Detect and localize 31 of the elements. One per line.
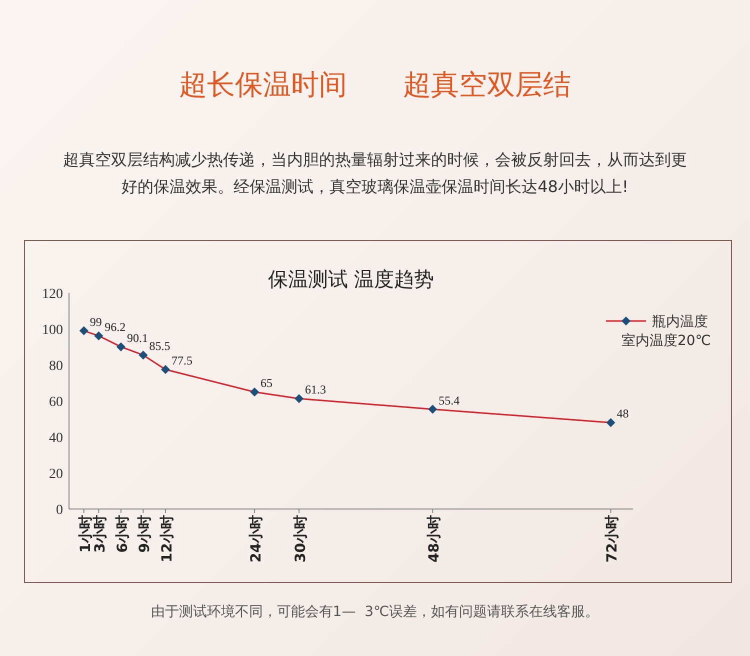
y-tick-label: 120 — [42, 287, 63, 302]
y-tick-label: 80 — [49, 359, 63, 374]
x-tick-label: 72小时 — [604, 515, 621, 562]
x-tick-label: 24小时 — [248, 515, 265, 562]
text: 由于测试环境不同，可能会有1— 3℃误差，如有问题请联系在线客服。 — [150, 603, 600, 621]
legend-label: 瓶内温度 — [652, 314, 708, 330]
data-label: 96.2 — [104, 320, 126, 334]
y-tick-label: 60 — [49, 395, 63, 410]
y-tick-label: 40 — [49, 431, 63, 446]
data-label: 77.5 — [171, 354, 192, 368]
y-tick-label: 0 — [56, 503, 63, 518]
data-label: 99 — [90, 314, 102, 329]
y-tick-label: 100 — [42, 323, 63, 338]
x-tick-label: 6小时 — [114, 515, 131, 553]
x-tick-label: 48小时 — [426, 515, 443, 562]
x-tick-label: 30小时 — [293, 515, 310, 562]
x-tick-label: 9小时 — [137, 515, 154, 553]
x-tick-label: 3小时 — [92, 515, 109, 553]
y-tick-label: 20 — [49, 467, 63, 482]
data-label: 61.3 — [305, 382, 326, 397]
data-label: 85.5 — [149, 339, 170, 354]
x-tick-label: 12小时 — [159, 515, 176, 562]
text: 超长保温时间 超真空双层结 — [178, 67, 572, 103]
text: 超真空双层结构减少热传递，当内胆的热量辐射过来的时候，会被反射回去，从而达到更好的保温效果。经保温测试，真空玻璃保温壶保温时间长达48小时以上! — [62, 149, 688, 198]
x-tick-label: 1小时 — [78, 515, 94, 553]
data-label: 65 — [260, 376, 273, 390]
data-label: 48 — [616, 406, 629, 421]
chart-title: 保温测试 温度趋势 — [268, 267, 434, 291]
data-label: 90.1 — [126, 330, 148, 345]
data-label: 55.4 — [438, 393, 460, 408]
annotation: 室内温度20℃ — [621, 333, 711, 349]
